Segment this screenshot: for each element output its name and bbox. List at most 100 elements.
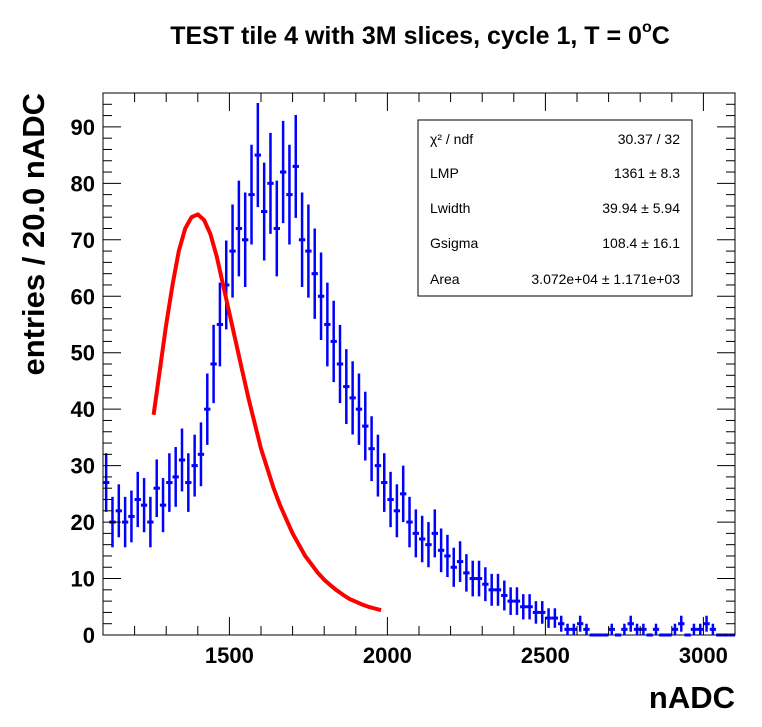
histogram-bin <box>431 509 438 558</box>
histogram-bin <box>140 478 148 533</box>
histogram-bin <box>627 615 634 632</box>
stats-box-frame <box>417 119 693 297</box>
histogram-bin <box>305 204 312 298</box>
histogram-bin <box>191 434 198 497</box>
histogram-bin <box>292 114 299 218</box>
histogram-bin <box>456 541 464 582</box>
stats-chi2-label: χ² / ndf <box>430 131 473 147</box>
histogram-bin <box>374 434 382 497</box>
histogram-bin <box>437 528 445 573</box>
y-tick-label: 80 <box>71 171 95 196</box>
y-tick-label: 90 <box>71 115 95 140</box>
x-tick-label: 3000 <box>679 643 728 668</box>
histogram-bin <box>501 580 508 611</box>
histogram-bin <box>261 162 268 261</box>
histogram-bin <box>406 496 413 548</box>
histogram-bin <box>671 623 679 635</box>
histogram-bin <box>324 282 331 367</box>
histogram-bin <box>336 324 344 404</box>
histogram-bin <box>349 361 356 435</box>
histogram-bin <box>197 422 205 487</box>
y-tick-label: 0 <box>83 623 95 648</box>
chart-title-main: TEST tile 4 with 3M slices, cycle 1, T =… <box>170 22 642 50</box>
histogram-bin <box>311 228 318 319</box>
histogram-bin <box>507 587 514 615</box>
histogram-bin <box>652 623 660 635</box>
stats-lmp-label: LMP <box>430 165 459 181</box>
histogram-bin <box>153 459 160 517</box>
histogram-bin <box>633 623 641 635</box>
chart-title: TEST tile 4 with 3M slices, cycle 1, T =… <box>170 19 670 50</box>
histogram-bin <box>128 490 135 543</box>
histogram-bin <box>482 567 489 602</box>
histogram-bin <box>690 623 698 635</box>
histogram-bin <box>134 471 141 528</box>
histogram-bin <box>450 547 457 587</box>
histogram-bin <box>210 324 217 404</box>
histogram-bin <box>488 573 495 606</box>
stats-lwidth-label: Lwidth <box>430 200 470 216</box>
histogram-bin <box>412 509 419 558</box>
x-tick-label: 2500 <box>521 643 570 668</box>
histogram-bin <box>400 465 407 523</box>
histogram-bin <box>583 623 590 635</box>
histogram-bin <box>564 623 571 635</box>
histogram-bin <box>444 534 451 578</box>
histogram-bin <box>317 252 325 340</box>
stats-area-label: Area <box>430 271 460 287</box>
histogram-bin <box>273 180 280 277</box>
stats-lmp-value: 1361 ± 8.3 <box>614 165 680 181</box>
histogram-bin <box>551 608 559 628</box>
histogram-bin <box>235 180 243 277</box>
histogram-bin <box>147 496 154 548</box>
histogram-bin <box>286 144 293 245</box>
histogram-bin <box>425 522 432 568</box>
histogram-bin <box>166 453 173 512</box>
histogram-bin <box>204 373 211 445</box>
y-tick-label: 50 <box>71 341 95 366</box>
histogram-bin <box>577 615 584 632</box>
histogram-bin <box>558 615 565 632</box>
stats-chi2-value: 30.37 / 32 <box>618 131 680 147</box>
y-tick-label: 10 <box>71 567 95 592</box>
stats-gsigma-value: 108.4 ± 16.1 <box>602 235 680 251</box>
y-tick-label: 60 <box>71 284 95 309</box>
axes: 0 10 20 30 40 50 60 70 80 90 1500 2000 2500 3000 <box>71 92 736 668</box>
histogram-bin <box>621 623 628 635</box>
histogram-bin <box>362 391 369 461</box>
histogram-bin <box>387 471 394 528</box>
histogram-bin <box>248 144 255 245</box>
histogram-bin <box>419 515 426 563</box>
histogram-bin <box>242 192 249 288</box>
histogram-bin <box>703 615 710 632</box>
histogram-bin <box>381 453 388 512</box>
histogram-bin <box>229 204 236 298</box>
histogram-bin <box>178 428 186 492</box>
fit-series <box>151 212 382 613</box>
histogram-bin <box>697 623 704 635</box>
chart-title-suffix: C <box>652 22 670 50</box>
y-tick-label: 30 <box>71 454 95 479</box>
chart-title-superscript: o <box>642 19 652 36</box>
histogram-bin <box>463 554 470 592</box>
y-tick-label: 20 <box>71 510 95 535</box>
histogram-bin <box>640 623 647 635</box>
histogram-bin <box>254 103 261 208</box>
histogram-bin <box>469 560 476 597</box>
histogram-bin <box>267 132 274 234</box>
histogram-bin <box>545 608 552 628</box>
histogram-bin <box>172 447 179 507</box>
histogram-series <box>103 103 735 637</box>
histogram-bin <box>355 373 363 445</box>
histogram-bin <box>526 594 533 620</box>
histogram-bin <box>532 601 540 624</box>
histogram-bin <box>608 623 615 635</box>
y-axis-title: entries / 20.0 nADC <box>16 93 51 376</box>
stats-area-value: 3.072e+04 ± 1.171e+03 <box>531 271 680 287</box>
fit-curve <box>151 212 382 613</box>
histogram-bin <box>343 349 350 425</box>
y-tick-label: 70 <box>71 228 95 253</box>
histogram-bin <box>185 453 192 512</box>
x-tick-label: 2000 <box>363 643 412 668</box>
x-axis-title: nADC <box>649 680 735 715</box>
